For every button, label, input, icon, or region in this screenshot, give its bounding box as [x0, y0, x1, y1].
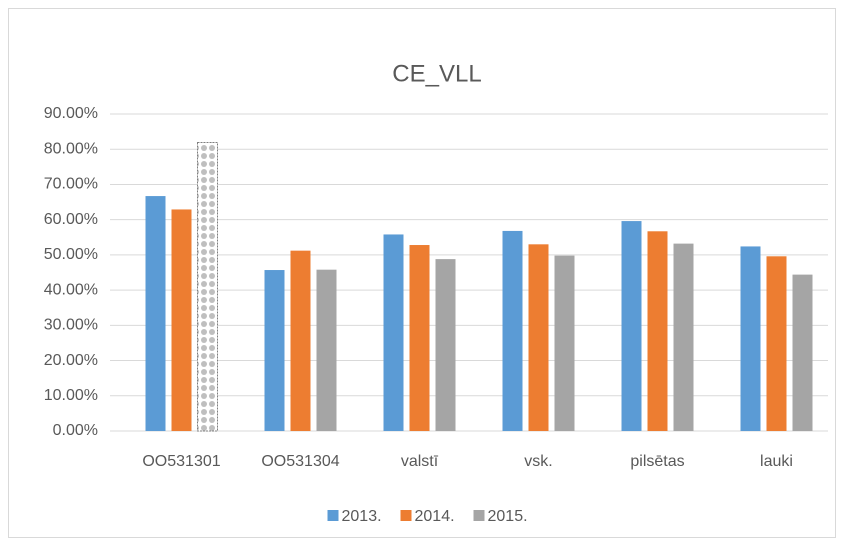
x-tick-label: vsk.: [524, 453, 552, 470]
legend-label: 2013.: [342, 508, 382, 525]
chart-title: CE_VLL: [392, 60, 481, 87]
bar: [383, 234, 404, 431]
legend-swatch: [473, 510, 485, 521]
bar: [647, 231, 668, 431]
y-tick-label: 50.00%: [44, 246, 98, 263]
bar: [435, 259, 456, 431]
y-tick-label: 20.00%: [44, 352, 98, 369]
y-tick-label: 10.00%: [44, 387, 98, 404]
y-tick-label: 70.00%: [44, 176, 98, 193]
legend-label: 2015.: [488, 508, 528, 525]
y-tick-label: 0.00%: [53, 422, 98, 439]
bar: [740, 246, 761, 431]
bar: [792, 274, 813, 431]
legend-swatch: [400, 510, 412, 521]
x-tick-label: lauki: [760, 453, 793, 470]
bar: [766, 256, 787, 431]
bar: [621, 221, 642, 431]
y-tick-label: 80.00%: [44, 140, 98, 157]
y-tick-label: 90.00%: [44, 105, 98, 122]
y-tick-label: 40.00%: [44, 281, 98, 298]
bar: [197, 142, 218, 432]
x-tick-label: OO531304: [261, 453, 339, 470]
bar: [502, 230, 523, 431]
bar: [290, 250, 311, 431]
bar: [409, 245, 430, 431]
x-tick-label: valstī: [401, 453, 439, 470]
y-tick-label: 30.00%: [44, 317, 98, 334]
bar: [171, 209, 192, 431]
legend-swatch: [327, 510, 339, 521]
legend-label: 2014.: [415, 508, 455, 525]
x-tick-label: pilsētas: [630, 453, 684, 470]
bar: [316, 269, 337, 431]
bar: [673, 243, 694, 431]
bar: [554, 255, 575, 431]
y-tick-label: 60.00%: [44, 211, 98, 228]
x-tick-label: OO531301: [142, 453, 220, 470]
bar: [264, 270, 285, 431]
bar: [145, 196, 166, 431]
bar: [528, 244, 549, 431]
